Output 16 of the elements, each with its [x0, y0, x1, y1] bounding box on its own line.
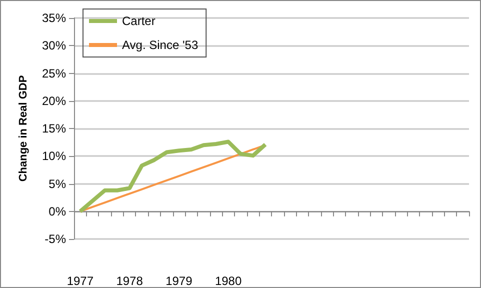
y-tick-label: 35%: [42, 11, 66, 25]
x-tick-label: 1980: [214, 274, 242, 288]
legend-label: Carter: [122, 14, 156, 28]
legend-label: Avg. Since '53: [122, 38, 198, 52]
x-tick-label: 1977: [66, 274, 94, 288]
y-tick-label: 10%: [42, 149, 66, 164]
x-tick-label: 1978: [116, 274, 144, 288]
x-tick-label: 1979: [166, 274, 193, 288]
y-tick-label: 30%: [42, 38, 66, 53]
y-tick-label: 5%: [48, 176, 66, 191]
y-tick-label: 25%: [42, 66, 66, 80]
y-tick-label: -5%: [44, 232, 66, 246]
y-tick-label: 0%: [48, 204, 66, 218]
y-tick-label: 20%: [42, 94, 66, 108]
y-axis-title: Change in Real GDP: [18, 75, 30, 182]
y-tick-label: 15%: [42, 122, 66, 136]
